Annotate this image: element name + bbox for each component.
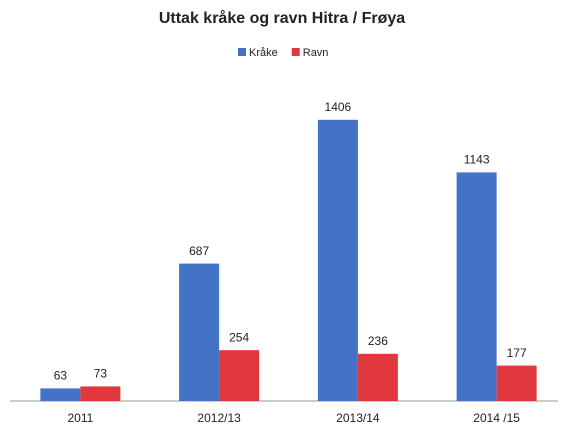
data-label: 63: [54, 369, 68, 383]
data-label: 687: [189, 244, 209, 258]
legend-swatch: [238, 48, 246, 56]
data-label: 236: [368, 334, 388, 348]
legend-label: Kråke: [249, 47, 278, 59]
x-tick-label: 2011: [67, 411, 93, 425]
bar: [80, 386, 121, 401]
data-label: 254: [229, 330, 249, 344]
bar: [317, 119, 358, 402]
bar: [496, 365, 537, 401]
bar: [219, 350, 260, 401]
x-tick-label: 2012/13: [197, 411, 241, 425]
data-label: 1143: [464, 153, 490, 167]
bar: [179, 263, 220, 401]
data-label: 1406: [325, 100, 352, 114]
legend-swatch: [291, 48, 300, 56]
legend-label: Ravn: [303, 47, 329, 59]
data-label: 73: [94, 367, 108, 381]
bar: [456, 172, 497, 401]
bar: [40, 388, 81, 401]
chart-title: Uttak kråke og ravn Hitra / Frøya: [159, 9, 405, 27]
data-label: 177: [507, 346, 527, 360]
bar: [357, 353, 398, 401]
x-tick-label: 2013/14: [336, 411, 380, 425]
x-tick-label: 2014 /15: [473, 411, 520, 425]
